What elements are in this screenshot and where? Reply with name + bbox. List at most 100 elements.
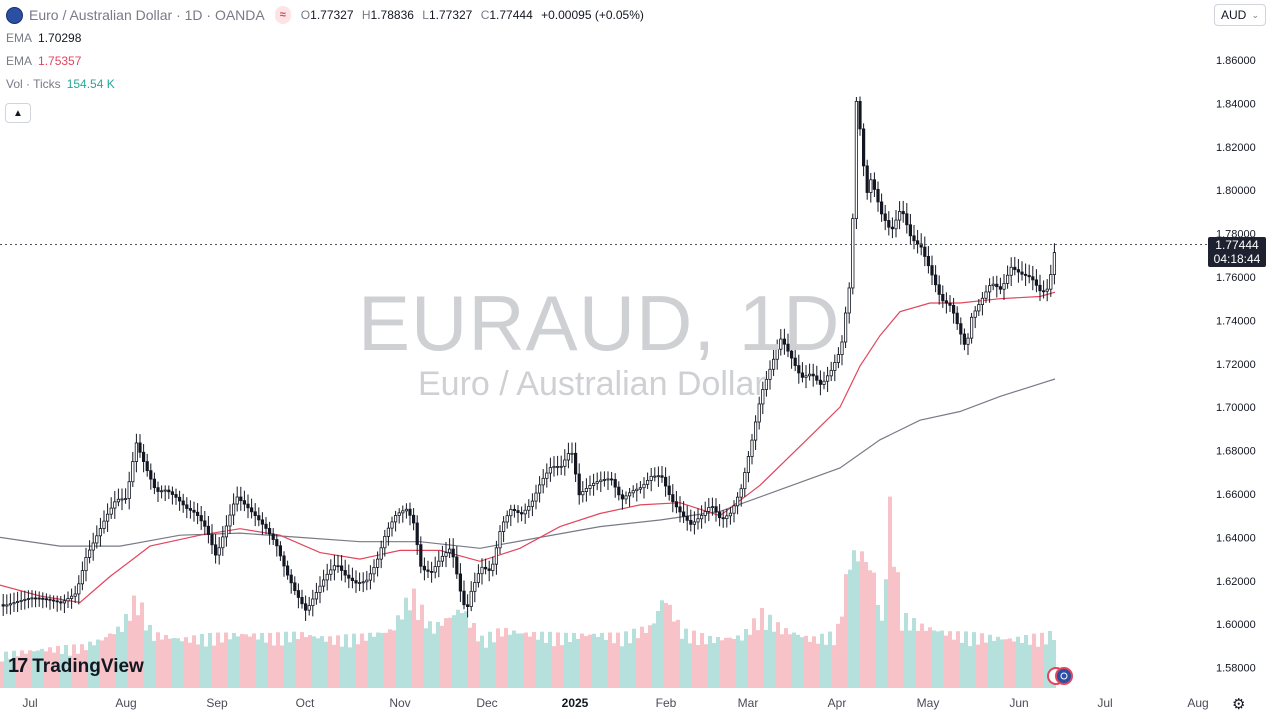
volume-bar bbox=[816, 643, 820, 688]
candle bbox=[390, 516, 394, 537]
volume-bar bbox=[476, 641, 480, 688]
volume-bar bbox=[56, 645, 60, 688]
candle bbox=[656, 466, 661, 487]
volume-bar bbox=[960, 642, 964, 688]
candle bbox=[829, 361, 833, 382]
candle-body bbox=[624, 495, 628, 500]
time-axis: Jul Aug Sep Oct Nov Dec 2025 Feb Mar Apr May Jun Jul… bbox=[22, 696, 1208, 710]
candle-body bbox=[19, 600, 23, 602]
indicator-ema-fast[interactable]: EMA 1.75357 bbox=[6, 54, 82, 68]
indicator-ema-slow[interactable]: EMA 1.70298 bbox=[6, 31, 82, 45]
candle bbox=[613, 473, 617, 498]
volume-bar bbox=[932, 630, 936, 688]
volume-bar bbox=[620, 646, 624, 688]
candle-body bbox=[973, 310, 977, 318]
candle bbox=[664, 467, 668, 497]
candle bbox=[1024, 263, 1028, 286]
volume-bar bbox=[24, 653, 28, 688]
candle-body bbox=[80, 570, 84, 585]
volume-bar bbox=[452, 615, 456, 688]
candle bbox=[1006, 265, 1010, 289]
candle-body bbox=[800, 372, 805, 378]
candle-body bbox=[786, 343, 790, 352]
candle bbox=[534, 484, 538, 510]
candle-body bbox=[872, 179, 877, 190]
volume-bar bbox=[340, 646, 344, 688]
candle-body bbox=[206, 525, 210, 535]
candle bbox=[185, 497, 189, 519]
candle bbox=[696, 508, 700, 530]
tradingview-logo[interactable]: 17 TradingView bbox=[8, 655, 144, 678]
volume-bar bbox=[804, 635, 808, 688]
candle-body bbox=[102, 520, 106, 529]
gear-icon[interactable]: ⚙ bbox=[1232, 696, 1246, 713]
candle-body bbox=[487, 568, 491, 571]
candle-body bbox=[606, 478, 610, 481]
candle bbox=[138, 434, 142, 458]
volume-bar bbox=[616, 632, 620, 688]
candle bbox=[815, 365, 819, 385]
candle-body bbox=[70, 595, 74, 599]
candle bbox=[541, 469, 545, 494]
volume-bar bbox=[472, 622, 476, 688]
candle-body bbox=[167, 489, 171, 493]
candle-body bbox=[898, 211, 902, 221]
candle-body bbox=[217, 547, 221, 556]
candle bbox=[862, 123, 866, 177]
candle-body bbox=[1038, 284, 1042, 292]
candle-body bbox=[638, 487, 643, 490]
candle-body bbox=[483, 566, 488, 570]
volume-bar bbox=[612, 643, 616, 688]
volume-bar bbox=[224, 632, 228, 688]
candle-body bbox=[887, 220, 891, 228]
candle bbox=[199, 505, 203, 530]
candle-body bbox=[617, 486, 621, 496]
indicator-volume[interactable]: Vol · Ticks 154.54 K bbox=[6, 77, 115, 91]
candle-body bbox=[372, 567, 376, 575]
candle bbox=[491, 556, 495, 577]
currency-select[interactable]: AUD ⌄ bbox=[1214, 4, 1266, 26]
last-price-value: 1.77444 bbox=[1215, 238, 1259, 252]
volume-bar bbox=[832, 645, 836, 688]
candle-body bbox=[926, 256, 931, 267]
volume-bar bbox=[740, 640, 744, 688]
candle-body bbox=[710, 506, 715, 509]
volume-bar bbox=[876, 604, 880, 688]
collapse-legend-button[interactable]: ▲ bbox=[5, 103, 31, 123]
candle bbox=[282, 551, 286, 577]
compare-symbols-icon[interactable] bbox=[1045, 666, 1075, 686]
candle-body bbox=[41, 597, 45, 600]
symbol-title[interactable]: Euro / Australian Dollar · 1D · OANDA bbox=[29, 7, 265, 23]
volume-bar bbox=[484, 647, 488, 688]
candle bbox=[588, 475, 592, 496]
candle-body bbox=[768, 368, 772, 380]
candle bbox=[34, 590, 38, 608]
candle-body bbox=[494, 547, 499, 565]
candle bbox=[210, 524, 214, 555]
candle bbox=[332, 554, 337, 581]
price-tick-label: 1.84000 bbox=[1216, 98, 1256, 110]
candle bbox=[984, 285, 988, 303]
candle bbox=[707, 497, 711, 522]
candle-body bbox=[390, 521, 394, 529]
volume-bar bbox=[248, 636, 252, 688]
candle-body bbox=[869, 179, 873, 193]
volume-bar bbox=[556, 632, 560, 688]
candle-body bbox=[271, 533, 275, 540]
candle-body bbox=[401, 510, 405, 514]
time-tick-label: Dec bbox=[476, 696, 497, 710]
volume-bar bbox=[80, 644, 84, 688]
time-tick-label: 2025 bbox=[562, 696, 589, 710]
candle-body bbox=[329, 569, 333, 575]
volume-bar bbox=[352, 633, 356, 688]
candle bbox=[527, 499, 531, 518]
volume-bar bbox=[488, 631, 492, 688]
time-tick-label: Feb bbox=[656, 696, 677, 710]
volume-bar bbox=[680, 638, 684, 688]
candle-body bbox=[113, 501, 117, 509]
candle-body bbox=[350, 577, 355, 581]
candle-body bbox=[642, 483, 646, 489]
volume-bar bbox=[912, 618, 916, 688]
market-status-badge[interactable]: ≈ bbox=[274, 6, 291, 24]
